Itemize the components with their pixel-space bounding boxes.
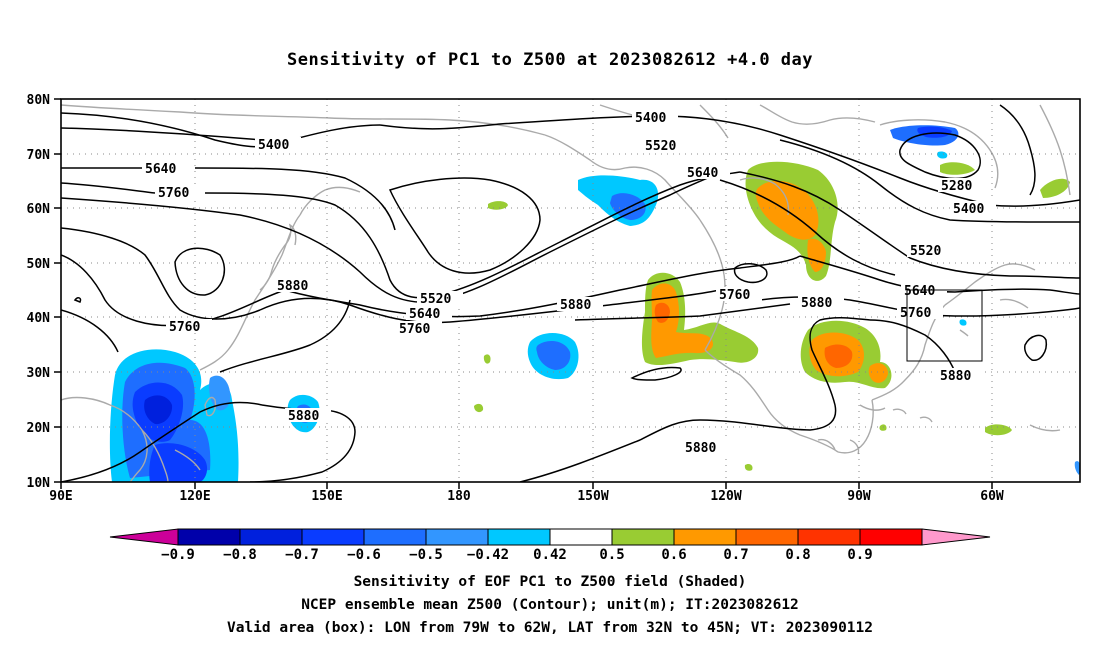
negative-region-greenland-small [937, 151, 948, 159]
colorbar-label: −0.9 [161, 547, 195, 563]
colorbar-segment [549, 528, 613, 546]
contour-label: 5520 [910, 244, 941, 259]
contour-label: 5640 [409, 307, 440, 322]
lon-tick-label: 120W [710, 489, 741, 504]
contour-label: 5640 [145, 162, 176, 177]
contour-label: 5760 [719, 288, 750, 303]
lon-tick-label: 120E [179, 489, 210, 504]
lat-axis [54, 98, 61, 483]
contour-label: 5640 [687, 166, 718, 181]
lat-tick-label: 20N [27, 421, 51, 436]
negative-region-alaska-core [610, 193, 646, 220]
lat-tick-label: 40N [27, 311, 51, 326]
contour-labels: 5400 5400 5520 5640 5760 5640 5760 5880 … [142, 110, 996, 456]
colorbar-low-extend [109, 528, 179, 546]
colorbar-label: −0.5 [409, 547, 443, 563]
lat-tick-labels: 80N 70N 60N 50N 40N 30N 20N 10N [27, 93, 51, 491]
positive-region-caribbean [868, 363, 888, 383]
lon-tick-labels: 90E 120E 150E 180 150W 120W 90W 60W [49, 489, 1004, 504]
negative-region-greenland-core [917, 126, 952, 138]
colorbar-segment [611, 528, 675, 546]
colorbar-label: 0.42 [533, 547, 567, 563]
lon-tick-label: 90E [49, 489, 72, 504]
lon-tick-label: 60W [980, 489, 1004, 504]
colorbar-label: −0.6 [347, 547, 381, 563]
contour-label: 5880 [288, 409, 319, 424]
colorbar-label: 0.7 [723, 547, 748, 563]
positive-region-blob5 [1040, 178, 1070, 198]
lon-tick-label: 90W [847, 489, 871, 504]
contour-label: 5520 [645, 139, 676, 154]
contour-label: 5760 [900, 306, 931, 321]
positive-region-blob6 [940, 162, 975, 175]
caption-shaded: Sensitivity of EOF PC1 to Z500 field (Sh… [353, 574, 747, 590]
contour-label: 5880 [560, 298, 591, 313]
colorbar-segment [239, 528, 303, 546]
negative-region-east-small [1074, 461, 1080, 475]
negative-region-taiwan [208, 375, 231, 411]
contour-label: 5880 [801, 296, 832, 311]
contour-label: 5400 [635, 111, 666, 126]
valid-area-box [906, 289, 983, 362]
map-border [60, 98, 1081, 483]
lat-tick-label: 50N [27, 257, 51, 272]
colorbar: −0.9 −0.8 −0.7 −0.6 −0.5 −0.42 0.42 0.5 0.6 0.7 0.… [109, 528, 991, 563]
contour-label: 5880 [277, 279, 308, 294]
negative-region-southchina-core3 [144, 395, 173, 425]
contour-label: 5760 [158, 186, 189, 201]
colorbar-segment [487, 528, 551, 546]
lat-tick-label: 80N [27, 93, 51, 108]
positive-region-gulf-core2 [824, 344, 853, 368]
positive-region-blob8 [879, 424, 887, 431]
colorbar-segment [177, 528, 241, 546]
colorbar-high-extend [921, 528, 991, 546]
colorbar-segment [363, 528, 427, 546]
lat-tick-label: 10N [27, 476, 51, 491]
colorbar-segment [425, 528, 489, 546]
lon-axis [60, 482, 993, 489]
contour-label: 5880 [940, 369, 971, 384]
positive-region-blob3 [483, 354, 491, 364]
colorbar-segment [735, 528, 799, 546]
colorbar-segment [797, 528, 861, 546]
positive-region-blob7 [744, 463, 753, 471]
sensitivity-shading [109, 125, 1080, 482]
colorbar-segment [859, 528, 923, 546]
negative-region-160w-core [536, 340, 571, 370]
colorbar-label: 0.6 [661, 547, 686, 563]
contour-label: 5400 [953, 202, 984, 217]
contour-label: 5640 [904, 284, 935, 299]
caption-valid-area: Valid area (box): LON from 79W to 62W, L… [226, 620, 873, 636]
colorbar-label: −0.8 [223, 547, 257, 563]
positive-region-nep-core [651, 283, 714, 358]
colorbar-segment [673, 528, 737, 546]
lon-tick-label: 150E [311, 489, 342, 504]
contour-label: 5400 [258, 138, 289, 153]
positive-region-canada-south [807, 238, 826, 272]
chart-title: Sensitivity of PC1 to Z500 at 2023082612… [286, 50, 813, 70]
lat-tick-label: 70N [27, 148, 51, 163]
negative-region-southchina-south [149, 443, 208, 482]
colorbar-label: −0.7 [285, 547, 319, 563]
colorbar-segment [301, 528, 365, 546]
negative-region-atlantic-small [959, 319, 967, 326]
colorbar-label: 0.5 [599, 547, 624, 563]
lat-tick-label: 60N [27, 202, 51, 217]
lon-tick-label: 180 [447, 489, 471, 504]
contour-label: 5760 [399, 322, 430, 337]
contour-label: 5760 [169, 320, 200, 335]
contour-label: 5280 [941, 179, 972, 194]
contour-label: 5880 [685, 441, 716, 456]
colorbar-label: −0.42 [467, 547, 509, 563]
contour-label: 5520 [420, 292, 451, 307]
colorbar-label: 0.9 [847, 547, 872, 563]
positive-region-blob2 [474, 403, 484, 413]
caption-contour: NCEP ensemble mean Z500 (Contour); unit(… [301, 597, 799, 613]
lat-tick-label: 30N [27, 366, 51, 381]
colorbar-label: 0.8 [785, 547, 810, 563]
lon-tick-label: 150W [577, 489, 608, 504]
